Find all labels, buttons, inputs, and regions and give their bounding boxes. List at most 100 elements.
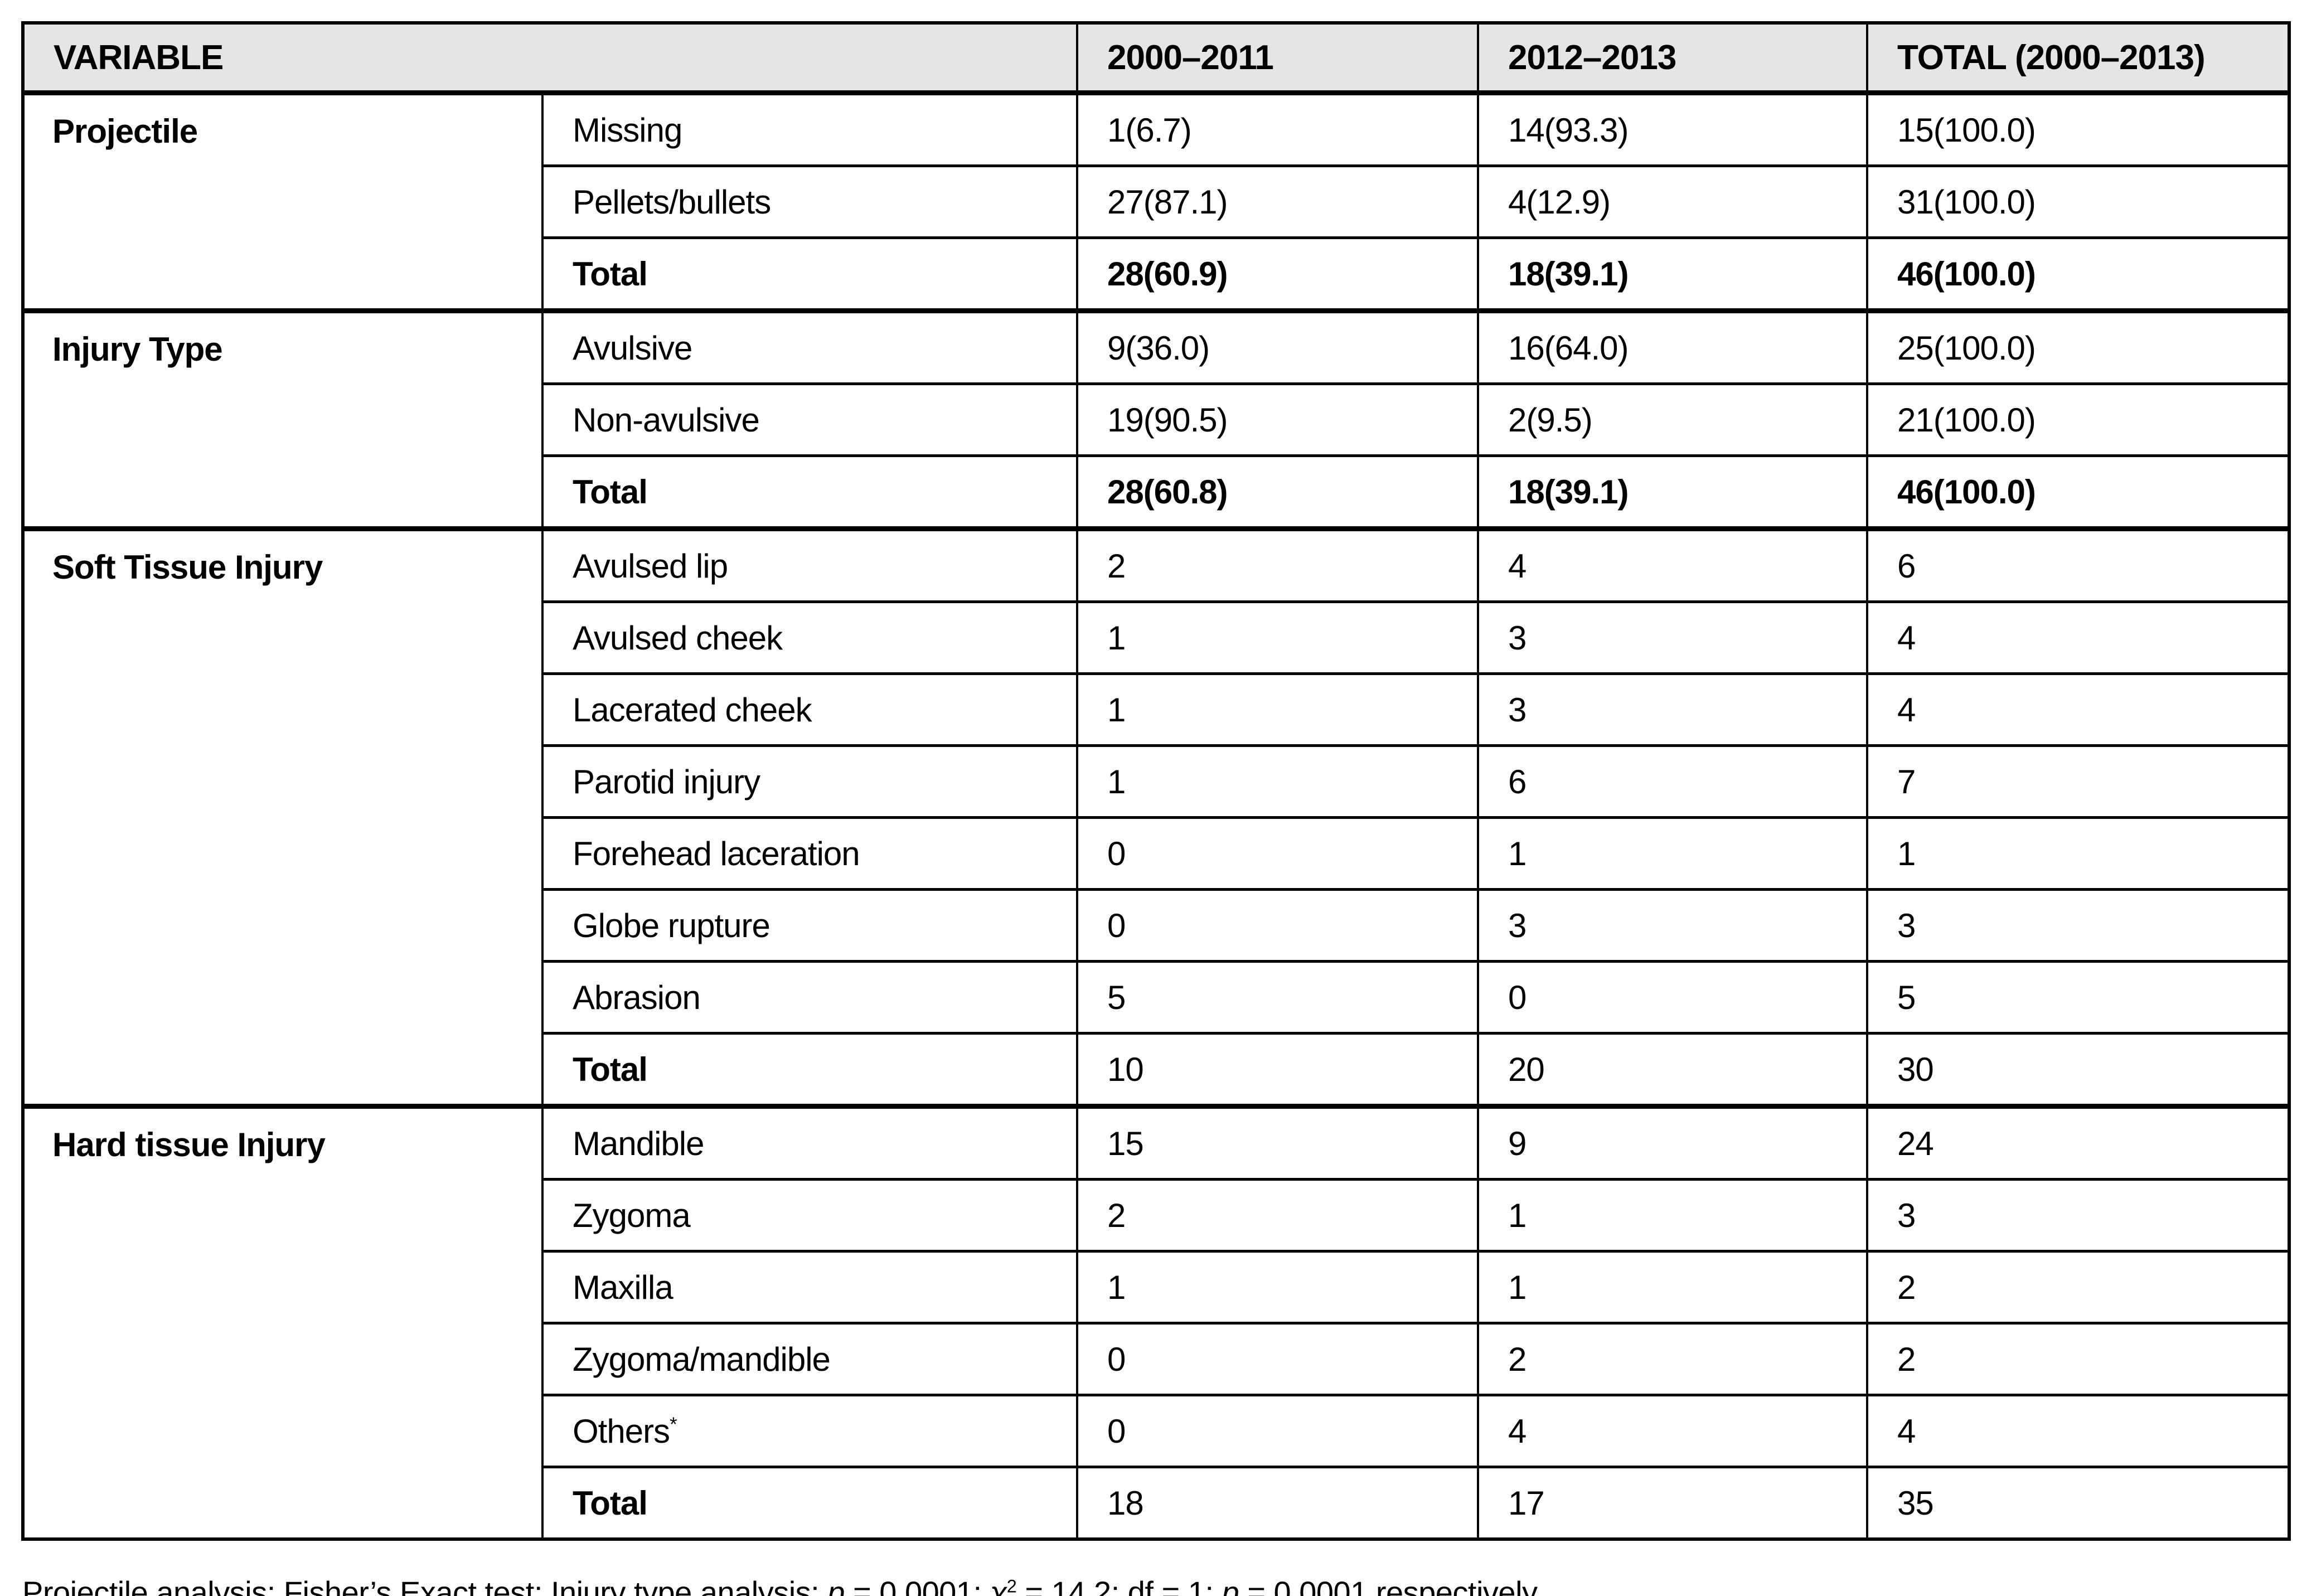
cell-value: 21(100.0) bbox=[1866, 382, 2289, 456]
cell-value: 1 bbox=[1076, 744, 1478, 818]
table-row: Hard tissue Injury Mandible 15 9 24 bbox=[23, 1104, 2289, 1539]
cell-value: 10 bbox=[1076, 1032, 1478, 1107]
footnotes: Projectile analysis: Fisher’s Exact test… bbox=[22, 1564, 2297, 1596]
others-label: Others bbox=[573, 1412, 670, 1450]
cell-value: 4 bbox=[1866, 672, 2289, 746]
p-value-symbol: p bbox=[1222, 1575, 1239, 1596]
row-label: Maxilla bbox=[541, 1250, 1077, 1323]
section-label-soft-tissue: Soft Tissue Injury bbox=[23, 526, 542, 1107]
cell-value: 15 bbox=[1076, 1104, 1478, 1180]
statistics-table: VARIABLE 2000–2011 2012–2013 TOTAL (2000… bbox=[21, 21, 2291, 1541]
row-label: Avulsive bbox=[541, 308, 1077, 384]
cell-value: 28(60.9) bbox=[1076, 236, 1478, 311]
table-row: Lacerated cheek 1 3 4 bbox=[23, 672, 2289, 746]
cell-value: 4 bbox=[1477, 526, 1867, 602]
cell-value: 46(100.0) bbox=[1866, 236, 2289, 311]
row-label: Total bbox=[541, 236, 1077, 311]
row-label: Non-avulsive bbox=[541, 382, 1077, 456]
cell-value: 4 bbox=[1477, 1394, 1867, 1467]
cell-value: 9(36.0) bbox=[1076, 308, 1478, 384]
cell-value: 1 bbox=[1076, 600, 1478, 674]
table-row: Forehead laceration 0 1 1 bbox=[23, 816, 2289, 890]
table-row: Pellets/bullets 27(87.1) 4(12.9) 31(100.… bbox=[23, 164, 2289, 238]
cell-value: 6 bbox=[1866, 526, 2289, 602]
cell-value: 28(60.8) bbox=[1076, 454, 1478, 529]
row-label-others: Others* bbox=[541, 1394, 1077, 1467]
table-row: Abrasion 5 0 5 bbox=[23, 960, 2289, 1034]
row-label: Zygoma/mandible bbox=[541, 1322, 1077, 1395]
cell-value: 1 bbox=[1477, 1250, 1867, 1323]
table-row: Maxilla 1 1 2 bbox=[23, 1250, 2289, 1323]
table-row: Globe rupture 0 3 3 bbox=[23, 888, 2289, 962]
cell-value: 17 bbox=[1477, 1466, 1867, 1539]
cell-value: 3 bbox=[1477, 600, 1867, 674]
header-2012-2013: 2012–2013 bbox=[1477, 23, 1867, 95]
others-asterisk: * bbox=[670, 1413, 677, 1435]
cell-value: 1 bbox=[1076, 1250, 1478, 1323]
cell-value: 4 bbox=[1866, 600, 2289, 674]
cell-value: 2 bbox=[1866, 1322, 2289, 1395]
cell-value: 14(93.3) bbox=[1477, 90, 1867, 166]
table-row: Others* 0 4 4 bbox=[23, 1394, 2289, 1467]
row-label: Abrasion bbox=[541, 960, 1077, 1034]
table-row-total: Total 28(60.8) 18(39.1) 46(100.0) bbox=[23, 454, 2289, 529]
table-row: Injury Type Avulsive 9(36.0) 16(64.0) 25… bbox=[23, 308, 2289, 529]
cell-value: 1 bbox=[1076, 672, 1478, 746]
cell-value: 1 bbox=[1477, 1178, 1867, 1251]
table-row: Parotid injury 1 6 7 bbox=[23, 744, 2289, 818]
cell-value: 15(100.0) bbox=[1866, 90, 2289, 166]
row-label: Zygoma bbox=[541, 1178, 1077, 1251]
cell-value: 30 bbox=[1866, 1032, 2289, 1107]
table-row: Zygoma/mandible 0 2 2 bbox=[23, 1322, 2289, 1395]
row-label: Total bbox=[541, 454, 1077, 529]
row-label: Avulsed cheek bbox=[541, 600, 1077, 674]
cell-value: 31(100.0) bbox=[1866, 164, 2289, 238]
cell-value: 9 bbox=[1477, 1104, 1867, 1180]
table-row: Avulsed cheek 1 3 4 bbox=[23, 600, 2289, 674]
table-row-total: Total 18 17 35 bbox=[23, 1466, 2289, 1539]
cell-value: 2 bbox=[1076, 526, 1478, 602]
cell-value: 3 bbox=[1477, 672, 1867, 746]
cell-value: 1 bbox=[1477, 816, 1867, 890]
row-label: Mandible bbox=[541, 1104, 1077, 1180]
p-value-symbol: p bbox=[827, 1575, 845, 1596]
cell-value: 3 bbox=[1866, 1178, 2289, 1251]
table-row: Soft Tissue Injury Avulsed lip 2 4 6 bbox=[23, 526, 2289, 1107]
section-label-hard-tissue: Hard tissue Injury bbox=[23, 1104, 542, 1539]
cell-value: 19(90.5) bbox=[1076, 382, 1478, 456]
row-label: Avulsed lip bbox=[541, 526, 1077, 602]
row-label: Total bbox=[541, 1466, 1077, 1539]
table-row: Zygoma 2 1 3 bbox=[23, 1178, 2289, 1251]
section-label-injury-type: Injury Type bbox=[23, 308, 542, 529]
cell-value: 7 bbox=[1866, 744, 2289, 818]
row-label: Forehead laceration bbox=[541, 816, 1077, 890]
cell-value: 18 bbox=[1076, 1466, 1478, 1539]
cell-value: 0 bbox=[1076, 1394, 1478, 1467]
cell-value: 0 bbox=[1076, 816, 1478, 890]
table-row-total: Total 28(60.9) 18(39.1) 46(100.0) bbox=[23, 236, 2289, 311]
cell-value: 0 bbox=[1076, 888, 1478, 962]
cell-value: 25(100.0) bbox=[1866, 308, 2289, 384]
section-label-projectile: Projectile bbox=[23, 90, 542, 311]
cell-value: 35 bbox=[1866, 1466, 2289, 1539]
cell-value: 18(39.1) bbox=[1477, 236, 1867, 311]
cell-value: 27(87.1) bbox=[1076, 164, 1478, 238]
table-row-total: Total 10 20 30 bbox=[23, 1032, 2289, 1107]
cell-value: 5 bbox=[1076, 960, 1478, 1034]
table-header-row: VARIABLE 2000–2011 2012–2013 TOTAL (2000… bbox=[23, 23, 2289, 95]
row-label: Pellets/bullets bbox=[541, 164, 1077, 238]
cell-value: 6 bbox=[1477, 744, 1867, 818]
cell-value: 3 bbox=[1866, 888, 2289, 962]
chi-squared-exponent: 2 bbox=[1006, 1576, 1017, 1596]
cell-value: 4 bbox=[1866, 1394, 2289, 1467]
row-label: Missing bbox=[541, 90, 1077, 166]
cell-value: 2 bbox=[1866, 1250, 2289, 1323]
header-total: TOTAL (2000–2013) bbox=[1866, 23, 2289, 95]
cell-value: 16(64.0) bbox=[1477, 308, 1867, 384]
table-row: Non-avulsive 19(90.5) 2(9.5) 21(100.0) bbox=[23, 382, 2289, 456]
cell-value: 3 bbox=[1477, 888, 1867, 962]
cell-value: 0 bbox=[1076, 1322, 1478, 1395]
cell-value: 2 bbox=[1477, 1322, 1867, 1395]
cell-value: 0 bbox=[1477, 960, 1867, 1034]
